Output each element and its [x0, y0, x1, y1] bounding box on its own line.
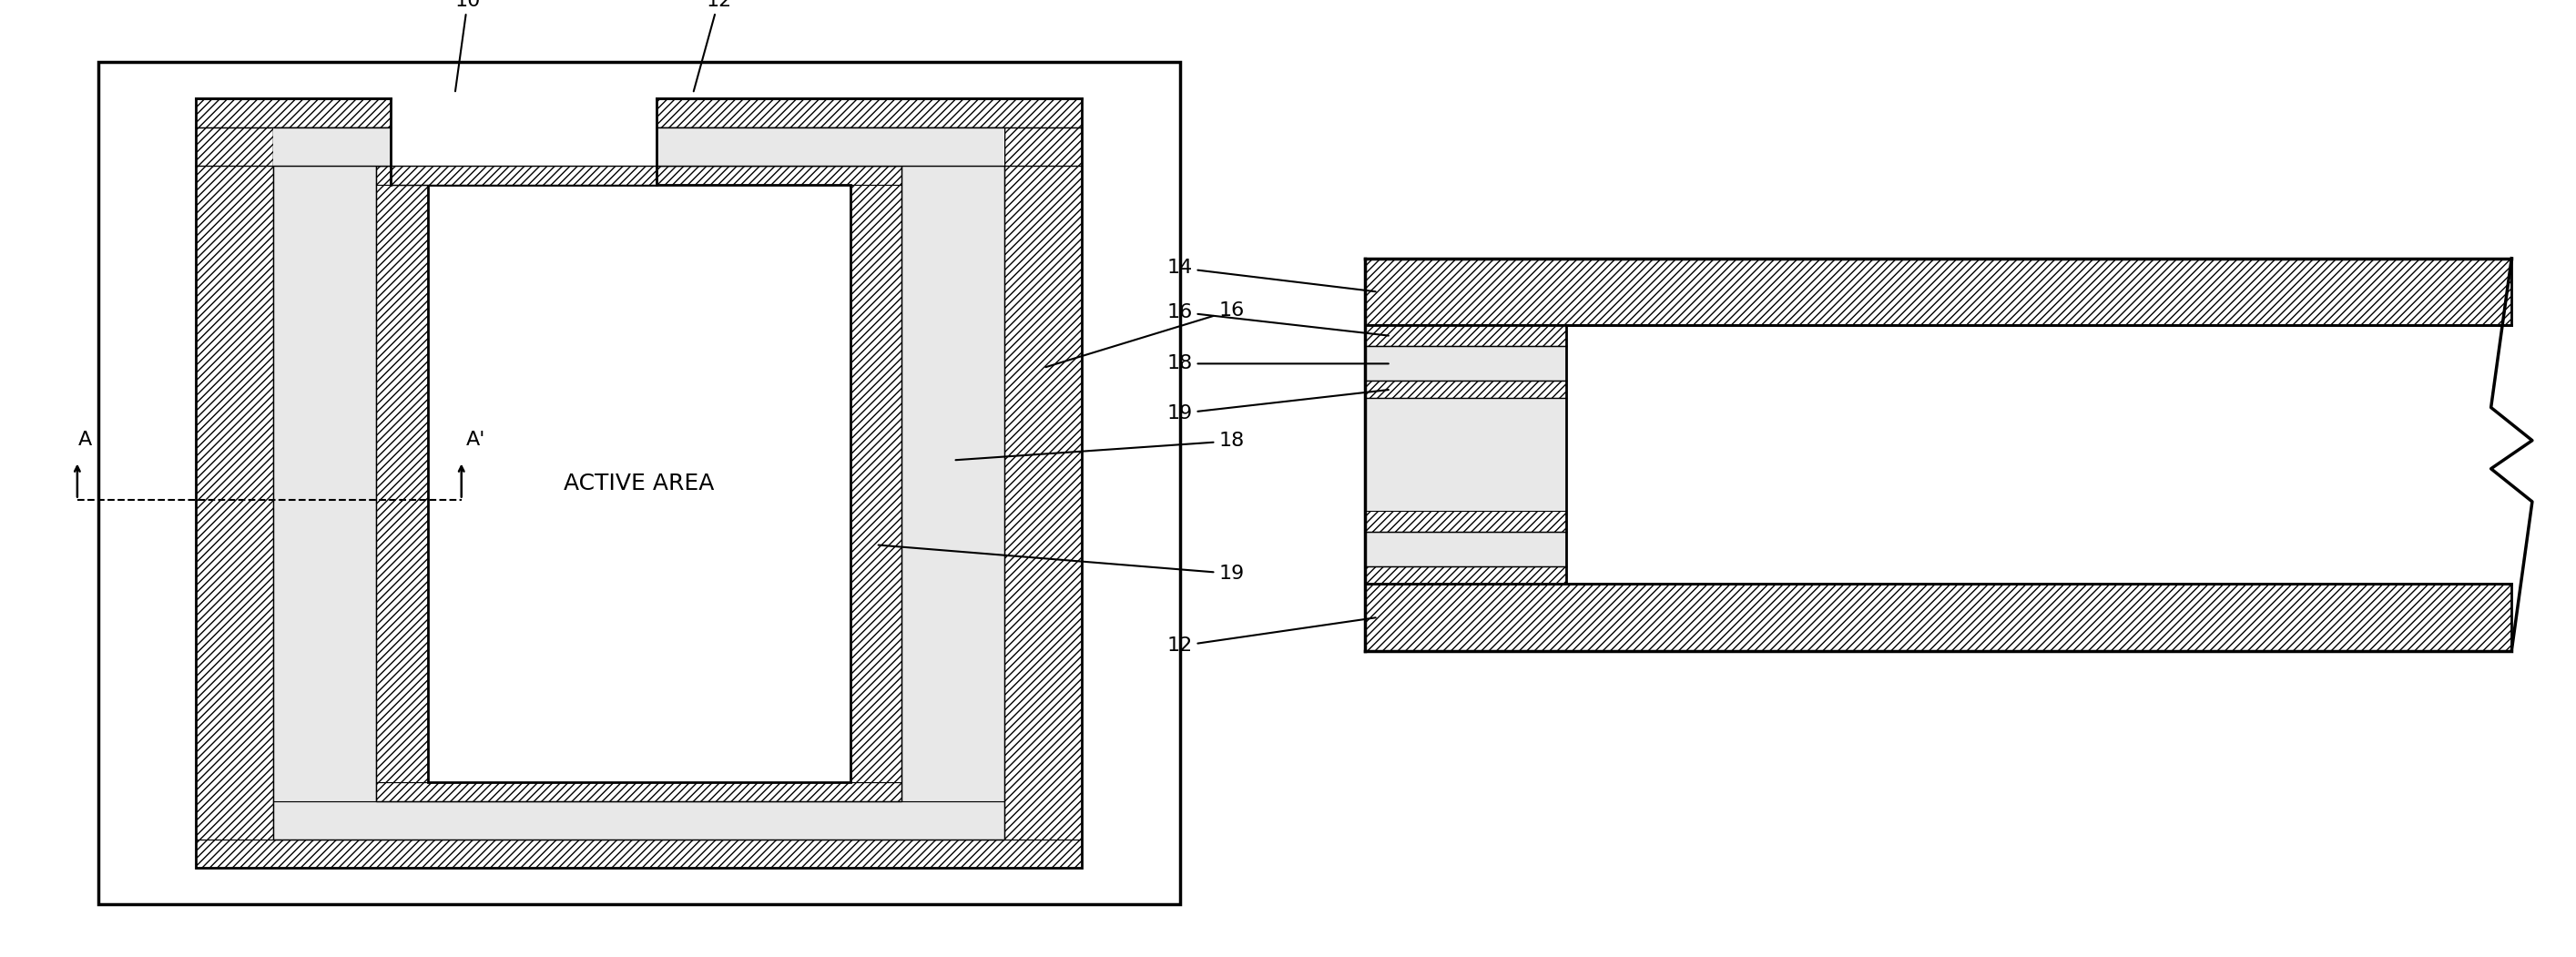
Bar — [1365, 398, 1566, 511]
Text: 19: 19 — [878, 545, 1244, 583]
Text: 12: 12 — [1167, 617, 1376, 656]
Text: 12: 12 — [693, 0, 732, 91]
Bar — [392, 96, 657, 127]
Text: 10: 10 — [456, 0, 482, 91]
Bar — [376, 166, 902, 185]
Bar — [273, 127, 1005, 166]
Bar — [273, 127, 1005, 839]
Text: 18: 18 — [1167, 354, 1388, 373]
Bar — [196, 127, 273, 839]
Bar — [196, 99, 1082, 127]
Text: A: A — [77, 431, 93, 449]
Bar — [1005, 127, 1082, 839]
Bar — [1365, 346, 1566, 381]
Bar — [850, 185, 902, 782]
Text: A': A' — [466, 431, 484, 449]
Bar — [1365, 258, 2512, 325]
Bar — [1365, 258, 2512, 325]
Bar — [1365, 584, 2512, 651]
Bar — [273, 166, 376, 801]
Text: 16: 16 — [1046, 301, 1244, 367]
Bar — [376, 185, 428, 782]
Text: 14: 14 — [1167, 258, 1376, 292]
Bar — [1365, 584, 2512, 651]
Bar — [1365, 381, 1566, 398]
Text: 18: 18 — [956, 432, 1244, 460]
Bar — [1365, 532, 1566, 567]
Bar — [98, 62, 1180, 904]
Text: 16: 16 — [1167, 302, 1388, 336]
Text: ACTIVE AREA: ACTIVE AREA — [564, 473, 714, 494]
Bar — [376, 166, 902, 801]
Bar — [657, 127, 1005, 166]
Text: 19: 19 — [1167, 389, 1388, 423]
Bar — [428, 185, 850, 782]
Bar — [1365, 511, 1566, 532]
Bar — [392, 166, 657, 185]
Bar — [196, 839, 1082, 868]
Bar — [273, 801, 1005, 839]
Bar — [273, 127, 392, 166]
Bar — [1365, 567, 1566, 584]
Bar — [902, 166, 1005, 801]
Bar — [392, 127, 657, 166]
Bar — [1365, 325, 1566, 346]
Bar — [428, 185, 850, 782]
Bar — [196, 99, 1082, 868]
Bar — [1365, 325, 2512, 584]
Bar — [392, 97, 657, 185]
Bar — [376, 782, 902, 801]
